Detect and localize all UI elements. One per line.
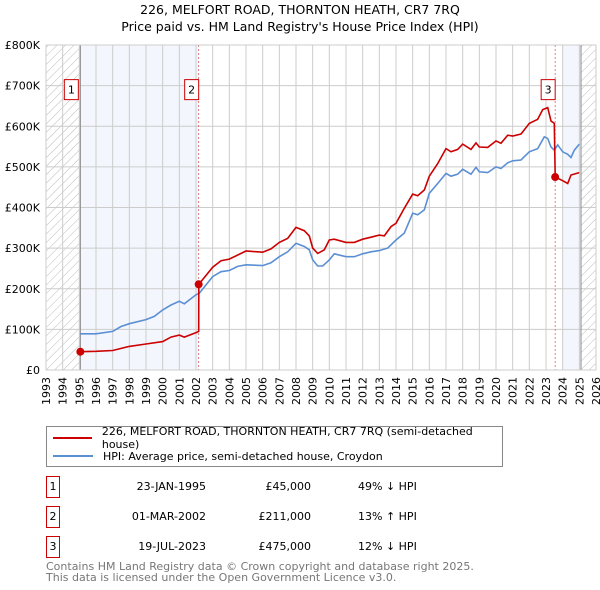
x-tick-label: 2003: [207, 377, 220, 405]
x-tick-label: 2023: [540, 377, 553, 405]
x-tick-label: 2013: [373, 377, 386, 405]
footer-licence: This data is licensed under the Open Gov…: [46, 571, 397, 584]
legend-label: HPI: Average price, semi-detached house,…: [103, 449, 383, 463]
x-tick-label: 2020: [490, 377, 503, 405]
legend-item-hpi: HPI: Average price, semi-detached house,…: [53, 448, 383, 464]
sale-marker-box: [540, 79, 556, 101]
x-tick-label: 2001: [173, 377, 186, 405]
x-tick-label: 1996: [90, 377, 103, 405]
sale-date: 01-MAR-2002: [131, 510, 206, 523]
sale-hpi: 12% ↓ HPI: [358, 540, 417, 553]
x-tick-label: 2022: [523, 377, 536, 405]
sale-hpi: 49% ↓ HPI: [358, 480, 417, 493]
x-tick-label: 2015: [407, 377, 420, 405]
x-tick-label: 2026: [590, 377, 600, 405]
legend-swatch-blue: [53, 455, 93, 457]
x-tick-label: 1994: [57, 377, 70, 405]
plot-border: [45, 44, 597, 371]
sale-marker-box: [184, 79, 200, 101]
x-tick-label: 2016: [423, 377, 436, 405]
sale-point: [76, 347, 85, 356]
x-tick-label: 2012: [357, 377, 370, 405]
sale-price: £211,000: [258, 510, 312, 523]
x-tick-label: 2002: [190, 377, 203, 405]
property-price-line: [80, 106, 580, 353]
chart-subtitle: Price paid vs. HM Land Registry's House …: [121, 19, 479, 34]
sale-hpi: 13% ↑ HPI: [358, 510, 417, 523]
sale-point: [194, 280, 203, 289]
sale-number: 1: [46, 476, 60, 498]
legend-item-property: 226, MELFORT ROAD, THORNTON HEATH, CR7 7…: [53, 425, 502, 451]
legend-swatch-red: [53, 437, 92, 439]
hpi-line: [80, 135, 580, 335]
sale-marker-label: 2: [188, 84, 195, 97]
x-tick-label: 1995: [73, 377, 86, 405]
sale-row: 1 23-JAN-1995 £45,000 49% ↓ HPI: [46, 476, 446, 500]
x-tick-label: 2011: [340, 377, 353, 405]
y-tick-label: £700K: [5, 80, 41, 93]
y-tick-label: £0: [26, 364, 40, 377]
y-tick-label: £800K: [5, 39, 41, 52]
x-tick-label: 2005: [240, 377, 253, 405]
y-tick-label: £500K: [5, 161, 41, 174]
x-tick-label: 1993: [40, 377, 53, 405]
y-tick-label: £400K: [5, 202, 41, 215]
x-tick-label: 2008: [290, 377, 303, 405]
x-tick-label: 2004: [223, 377, 236, 405]
x-tick-label: 2019: [473, 377, 486, 405]
x-tick-label: 1998: [123, 377, 136, 405]
x-tick-label: 2024: [557, 377, 570, 405]
x-tick-label: 1997: [107, 377, 120, 405]
x-tick-label: 2014: [390, 377, 403, 405]
chart-title: 226, MELFORT ROAD, THORNTON HEATH, CR7 7…: [140, 2, 460, 17]
sale-point: [551, 173, 560, 182]
sale-date: 19-JUL-2023: [138, 540, 206, 553]
sale-number: 2: [46, 506, 60, 528]
sale-row: 3 19-JUL-2023 £475,000 12% ↓ HPI: [46, 536, 446, 560]
x-tick-label: 2010: [323, 377, 336, 405]
x-tick-label: 2009: [307, 377, 320, 405]
x-tick-label: 2018: [457, 377, 470, 405]
x-tick-label: 2017: [440, 377, 453, 405]
sale-marker-label: 1: [68, 84, 75, 97]
sale-row: 2 01-MAR-2002 £211,000 13% ↑ HPI: [46, 506, 446, 530]
footer-copyright: Contains HM Land Registry data © Crown c…: [46, 560, 474, 573]
sale-marker-box: [63, 79, 79, 101]
y-tick-label: £300K: [5, 242, 41, 255]
sale-number: 3: [46, 536, 60, 558]
y-tick-label: £100K: [5, 323, 41, 336]
sale-marker-label: 3: [545, 84, 552, 97]
plot-area: 1993 1994 1995 1996 1997 1998 1999 2000 2001 2002…: [5, 39, 600, 405]
y-tick-label: £600K: [5, 120, 41, 133]
x-tick-label: 1999: [140, 377, 153, 405]
sale-price: £475,000: [258, 540, 312, 553]
x-tick-label: 2000: [157, 377, 170, 405]
y-tick-label: £200K: [5, 283, 41, 296]
x-tick-label: 2007: [273, 377, 286, 405]
x-tick-label: 2025: [573, 377, 586, 405]
sale-date: 23-JAN-1995: [136, 480, 206, 493]
x-tick-label: 2006: [257, 377, 270, 405]
legend-label: 226, MELFORT ROAD, THORNTON HEATH, CR7 7…: [101, 425, 473, 451]
x-tick-label: 2021: [507, 377, 520, 405]
legend: 226, MELFORT ROAD, THORNTON HEATH, CR7 7…: [46, 425, 503, 467]
sale-price: £45,000: [265, 480, 312, 493]
